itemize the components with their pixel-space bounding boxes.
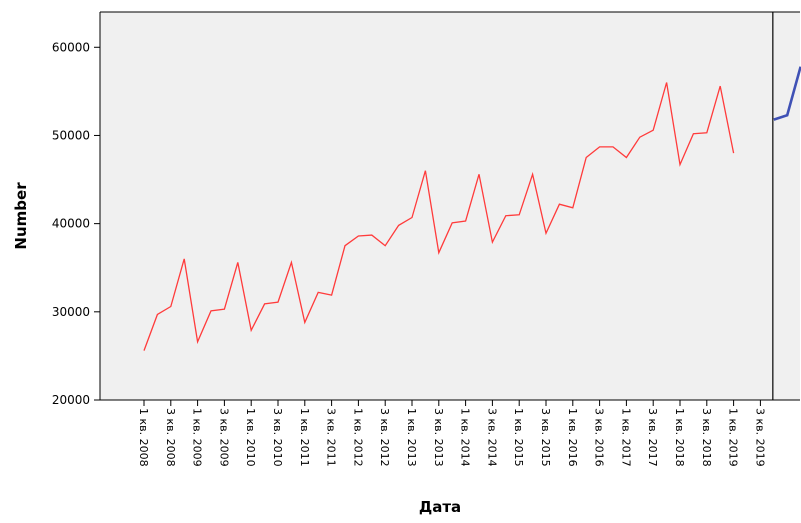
x-tick-label: 1 кв. 2015 [512, 408, 525, 467]
x-tick-label: 3 кв. 2016 [593, 408, 606, 467]
x-tick-label: 1 кв. 2014 [459, 408, 472, 467]
x-tick-label: 1 кв. 2018 [673, 408, 686, 467]
x-axis-title: Дата [419, 498, 461, 516]
axis-ticks: 20000 30000 40000 50000 60000 1 кв. 2008 3 кв.… [52, 40, 767, 466]
y-axis-title: Number [12, 182, 30, 250]
y-tick-label: 20000 [52, 393, 90, 407]
x-tick-label: 1 кв. 2012 [351, 408, 364, 467]
y-tick-label: 40000 [52, 217, 90, 231]
x-tick-label: 1 кв. 2017 [619, 408, 632, 467]
x-tick-label: 1 кв. 2009 [191, 408, 204, 467]
series-line-2 [773, 66, 801, 121]
x-tick-label: 3 кв. 2008 [164, 408, 177, 467]
y-tick-label: 30000 [52, 305, 90, 319]
x-tick-label: 3 кв. 2013 [432, 408, 445, 467]
x-tick-label: 1 кв. 2010 [244, 408, 257, 467]
x-tick-label: 3 кв. 2012 [378, 408, 391, 467]
x-tick-label: 1 кв. 2019 [727, 408, 740, 467]
x-tick-label: 3 кв. 2017 [646, 408, 659, 467]
x-tick-label: 3 кв. 2015 [539, 408, 552, 467]
x-tick-label: 1 кв. 2013 [405, 408, 418, 467]
x-tick-label: 3 кв. 2010 [271, 408, 284, 467]
x-tick-label: 3 кв. 2018 [700, 408, 713, 467]
series-line-1 [143, 82, 735, 351]
y-tick-label: 50000 [52, 128, 90, 142]
x-tick-label: 3 кв. 2009 [217, 408, 230, 467]
y-tick-label: 60000 [52, 40, 90, 54]
x-tick-label: 1 кв. 2011 [298, 408, 311, 467]
plot-area [100, 12, 800, 400]
x-tick-label: 3 кв. 2011 [325, 408, 338, 467]
x-tick-label: 1 кв. 2016 [566, 408, 579, 467]
chart-marks [143, 12, 801, 400]
x-tick-label: 3 кв. 2019 [753, 408, 766, 467]
x-tick-label: 1 кв. 2008 [137, 408, 150, 467]
x-tick-label: 3 кв. 2014 [485, 408, 498, 467]
